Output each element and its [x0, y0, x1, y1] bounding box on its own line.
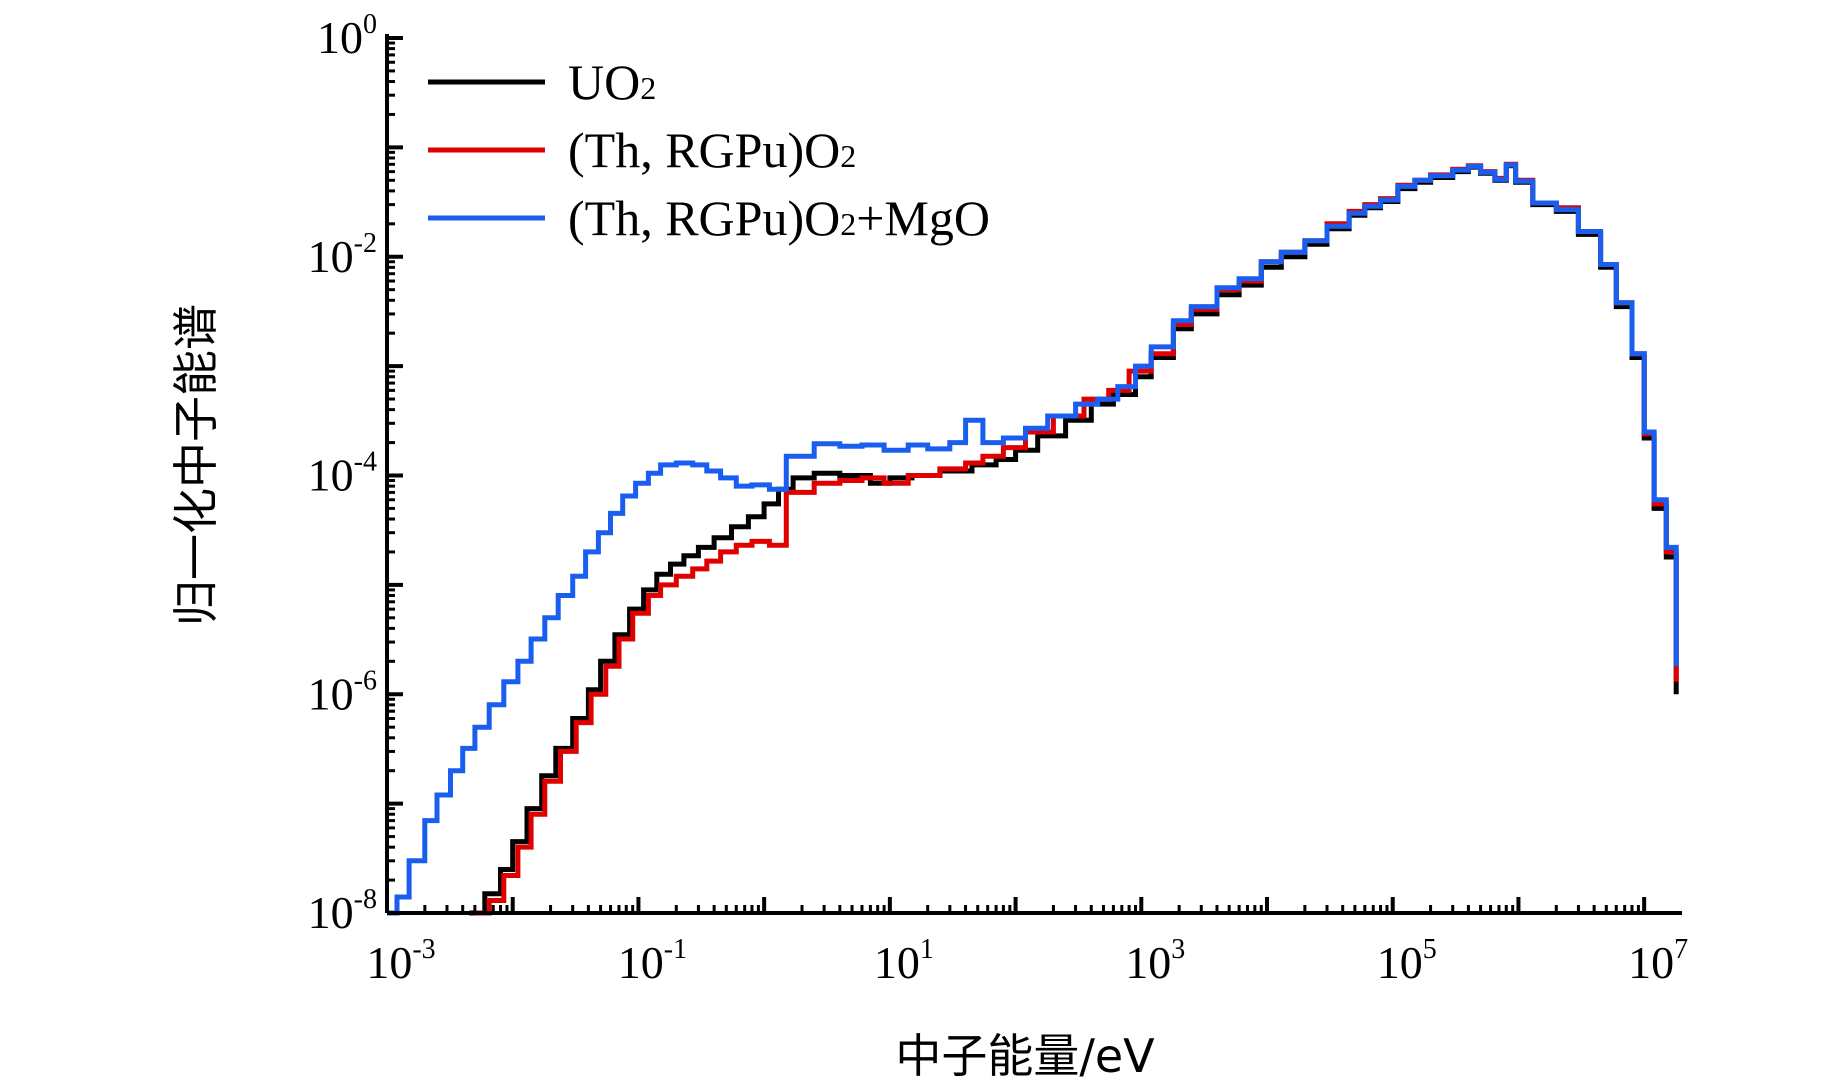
legend: UO2 (Th, RGPu)O2 (Th, RGPu)O2+MgO	[428, 54, 990, 246]
y-tick-label: 10-6	[308, 665, 377, 719]
legend-label-1: UO2	[568, 54, 656, 110]
series-line-3	[387, 162, 1679, 916]
series-layer	[387, 161, 1679, 916]
axes-layer: 10-8 10-6 10-4 10-2 100 10-3 10-1 101 103 105 107	[308, 9, 1688, 988]
y-tick-label: 10-2	[308, 228, 377, 282]
series-line-2	[474, 161, 1679, 916]
y-tick-label: 10-4	[308, 447, 377, 501]
x-tick-label: 105	[1377, 934, 1437, 988]
legend-label-2: (Th, RGPu)O2	[568, 122, 856, 178]
y-tick-label: 10-8	[308, 884, 377, 938]
x-tick-label: 10-3	[366, 934, 435, 988]
x-tick-label: 10-1	[618, 934, 687, 988]
series-line-1	[469, 163, 1679, 916]
x-tick-label: 107	[1628, 934, 1688, 988]
y-axis-title: 归一化中子能谱	[169, 304, 223, 626]
x-tick-label: 101	[874, 934, 934, 988]
x-tick-label: 103	[1125, 934, 1185, 988]
y-tick-label: 100	[317, 9, 377, 63]
x-axis-title: 中子能量/eV	[895, 1029, 1155, 1083]
legend-label-3: (Th, RGPu)O2+MgO	[568, 190, 990, 246]
